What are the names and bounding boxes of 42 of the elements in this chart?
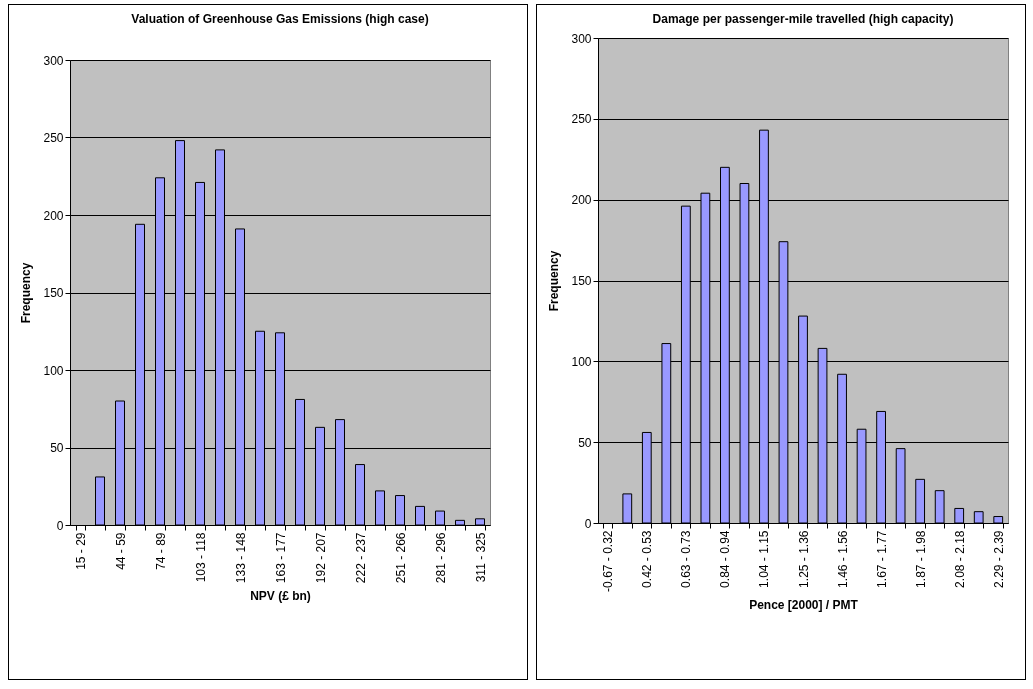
x-tick-label: -0.67 - 0.32: [601, 530, 616, 592]
x-tick-label: 281 - 296: [433, 532, 448, 584]
x-axis-title: NPV (£ bn): [250, 589, 311, 604]
x-tick-label: 192 - 207: [313, 532, 328, 584]
x-tick-label: 0.42 - 0.53: [640, 530, 655, 588]
chart-title: Valuation of Greenhouse Gas Emissions (high case): [131, 12, 429, 26]
x-tick-label: 251 - 266: [393, 532, 408, 584]
x-tick-label: 133 - 148: [233, 532, 248, 584]
x-tick-label: 44 - 59: [113, 532, 128, 570]
y-tick-label: 150: [43, 286, 64, 300]
y-tick-label: 300: [43, 53, 64, 68]
x-tick-label: 311 - 325: [473, 532, 488, 583]
y-tick-label: 300: [571, 31, 592, 46]
x-tick-label: 1.87 - 1.98: [913, 530, 928, 588]
y-tick-label: 150: [571, 274, 592, 288]
y-tick-label: 200: [571, 193, 592, 208]
y-tick-label: 50: [578, 435, 592, 450]
x-tick-label: 2.29 - 2.39: [991, 530, 1006, 588]
x-tick-label: 103 - 118: [193, 532, 208, 583]
x-tick-label: 1.46 - 1.56: [835, 530, 850, 588]
y-axis-title: Frequency: [19, 262, 34, 324]
y-tick-label: 250: [43, 131, 64, 145]
y-tick-label: 250: [571, 112, 592, 127]
x-tick-label: 0.84 - 0.94: [718, 530, 733, 588]
x-tick-label: 2.08 - 2.18: [952, 530, 967, 588]
x-tick-label: 1.04 - 1.15: [757, 530, 772, 588]
y-tick-label: 0: [56, 518, 64, 533]
x-tick-label: 1.25 - 1.36: [796, 530, 811, 588]
x-tick-label: 1.67 - 1.77: [874, 530, 889, 588]
x-tick-label: 163 - 177: [273, 532, 288, 584]
y-tick-label: 200: [43, 208, 64, 223]
y-tick-label: 0: [584, 516, 592, 531]
y-tick-label: 100: [43, 363, 64, 378]
y-axis-title: Frequency: [547, 250, 562, 312]
x-axis-title: Pence [2000] / PMT: [749, 597, 859, 612]
x-tick-label: 74 - 89: [153, 532, 168, 570]
x-tick-label: 222 - 237: [353, 532, 368, 584]
chart-title: Damage per passenger-mile travelled (high capacity): [652, 12, 954, 26]
x-tick-label: 15 - 29: [73, 532, 88, 570]
x-tick-label: 0.63 - 0.73: [679, 530, 694, 588]
y-tick-label: 50: [50, 441, 64, 455]
y-tick-label: 100: [571, 354, 592, 369]
